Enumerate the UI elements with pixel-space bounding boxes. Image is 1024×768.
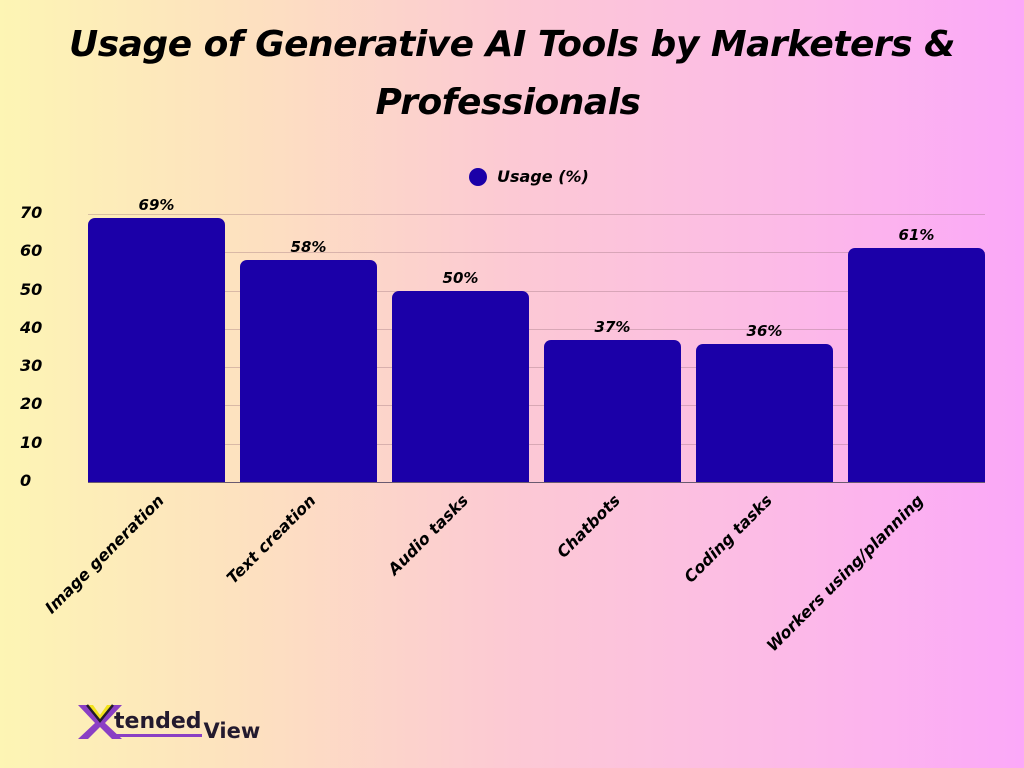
x-tick-label: Chatbots [552, 490, 624, 562]
gridline [88, 214, 985, 215]
bar-image-generation [88, 217, 225, 482]
logo-x-mark-icon [78, 703, 122, 739]
bar-chatbots [544, 340, 681, 482]
x-tick-label: Audio tasks [383, 490, 472, 579]
gridline [88, 328, 985, 330]
x-tick-label: Workers using/planning [762, 490, 927, 656]
y-tick-label: 70 [20, 203, 43, 222]
bar-coding-tasks [696, 344, 833, 482]
legend: Usage (%) [469, 167, 589, 186]
y-tick-label: 30 [20, 356, 43, 376]
bar-text-creation [240, 259, 377, 482]
bar-value-label: 37% [594, 318, 631, 337]
logo-text-tended: tended [114, 710, 202, 737]
gridline [88, 405, 985, 407]
legend-label: Usage (%) [497, 167, 589, 186]
y-tick-label: 60 [20, 241, 43, 261]
chart-title-line2: Professionals [375, 82, 641, 123]
bar-value-label: 69% [138, 195, 175, 214]
gridline [88, 290, 985, 292]
bar-value-label: 61% [898, 226, 935, 245]
legend-swatch-icon [469, 167, 487, 186]
bar-value-label: 36% [746, 322, 783, 341]
x-tick-label: Coding tasks [679, 490, 776, 587]
bar-workers-using-planning [848, 248, 985, 482]
y-tick-label: 50 [20, 279, 43, 299]
gridline [88, 252, 985, 254]
bar-audio-tasks [392, 290, 529, 482]
x-axis-line [88, 482, 985, 483]
bar-value-label: 58% [290, 237, 327, 256]
xtendedview-logo: tended View [78, 703, 260, 743]
y-tick-label: 10 [20, 432, 43, 452]
gridline [88, 443, 985, 445]
gridline [88, 367, 985, 369]
plot-area: 69% 58% 50% 37% 36% 61% [88, 196, 985, 483]
x-tick-label: Image generation [40, 490, 168, 618]
y-tick-label: 40 [20, 317, 43, 337]
bar-value-label: 50% [442, 268, 479, 287]
x-tick-label: Text creation [222, 490, 319, 588]
y-tick-label: 0 [20, 471, 32, 490]
logo-text-view: View [203, 719, 261, 743]
y-tick-label: 20 [20, 394, 43, 414]
chart-title-line1: Usage of Generative AI Tools by Marketer… [68, 24, 956, 65]
